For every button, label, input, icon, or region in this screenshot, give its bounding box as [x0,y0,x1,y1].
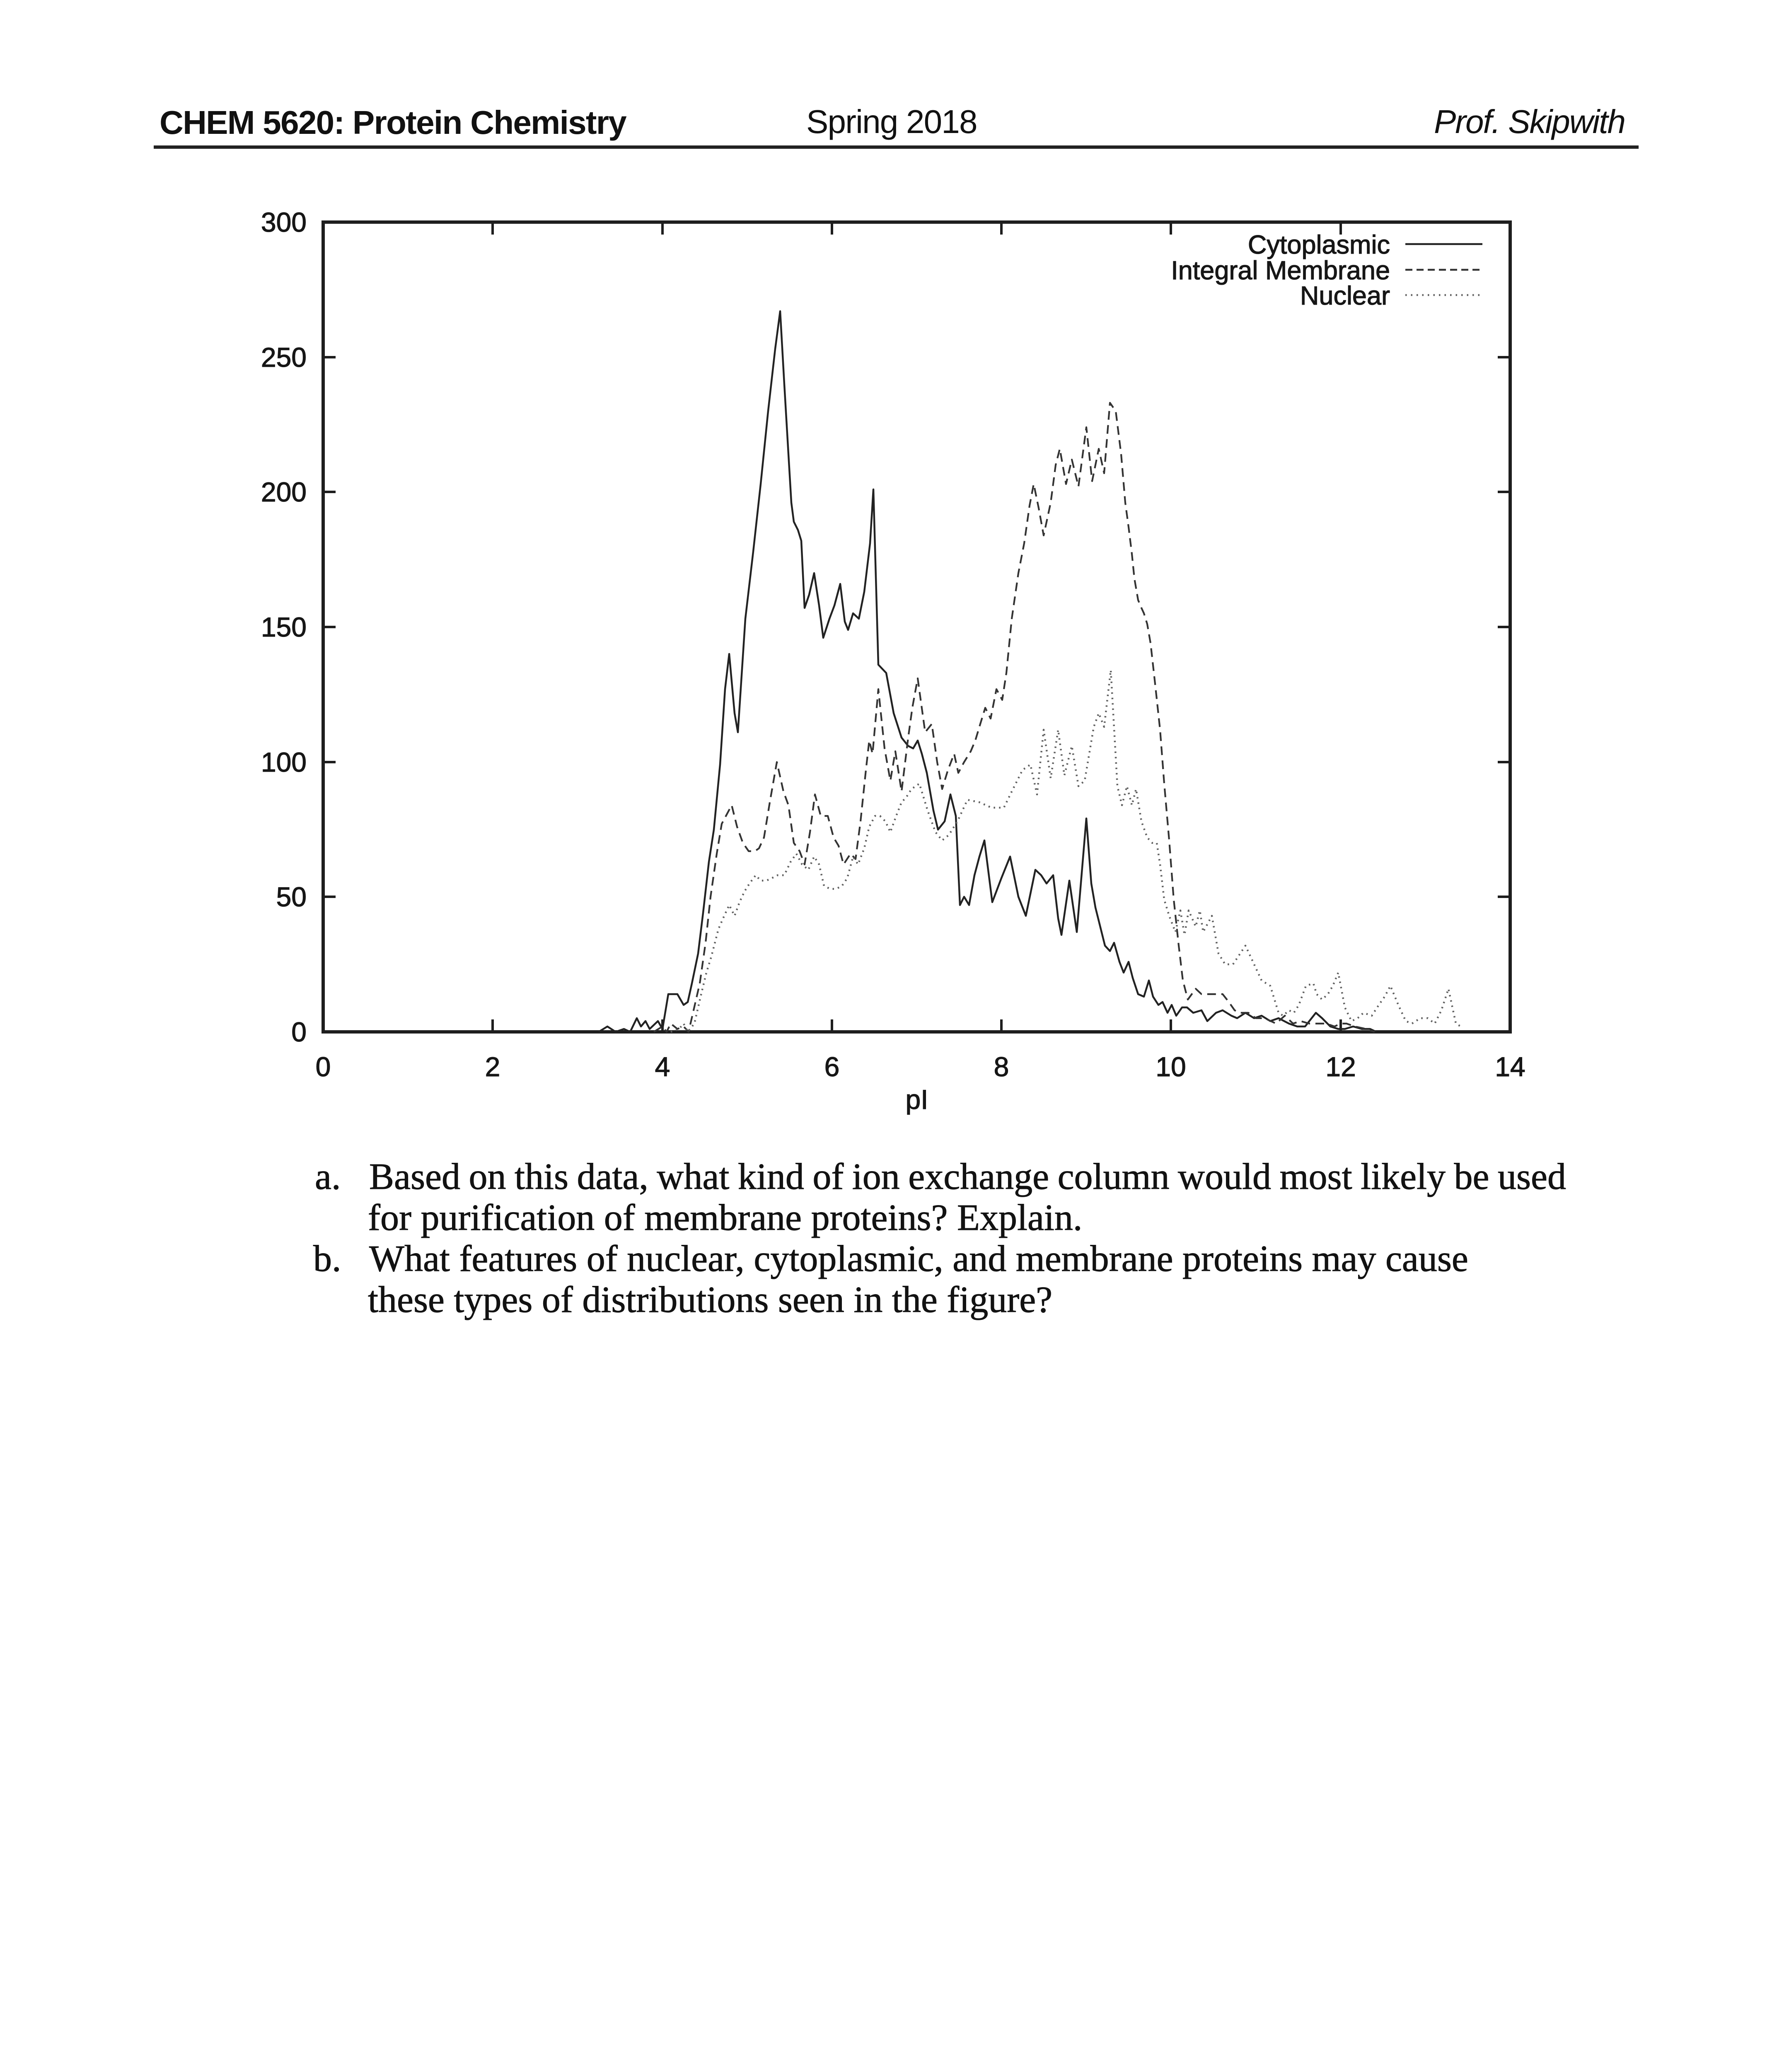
svg-text:2: 2 [485,1051,500,1082]
svg-text:10: 10 [1156,1051,1186,1082]
svg-text:0: 0 [291,1017,307,1047]
svg-text:6: 6 [824,1051,840,1082]
svg-text:100: 100 [261,747,307,777]
svg-text:250: 250 [261,342,307,373]
svg-text:Nuclear: Nuclear [1300,281,1390,310]
svg-text:200: 200 [261,477,307,507]
svg-text:0: 0 [316,1051,331,1082]
svg-text:8: 8 [994,1051,1009,1082]
svg-text:Cytoplasmic: Cytoplasmic [1248,230,1390,259]
svg-text:50: 50 [276,881,307,912]
svg-text:12: 12 [1325,1051,1356,1082]
svg-text:pI: pI [905,1084,928,1115]
svg-text:150: 150 [261,612,307,642]
svg-text:300: 300 [261,207,307,237]
svg-text:4: 4 [655,1051,670,1082]
svg-text:Integral Membrane: Integral Membrane [1171,256,1390,285]
svg-text:14: 14 [1495,1051,1525,1082]
